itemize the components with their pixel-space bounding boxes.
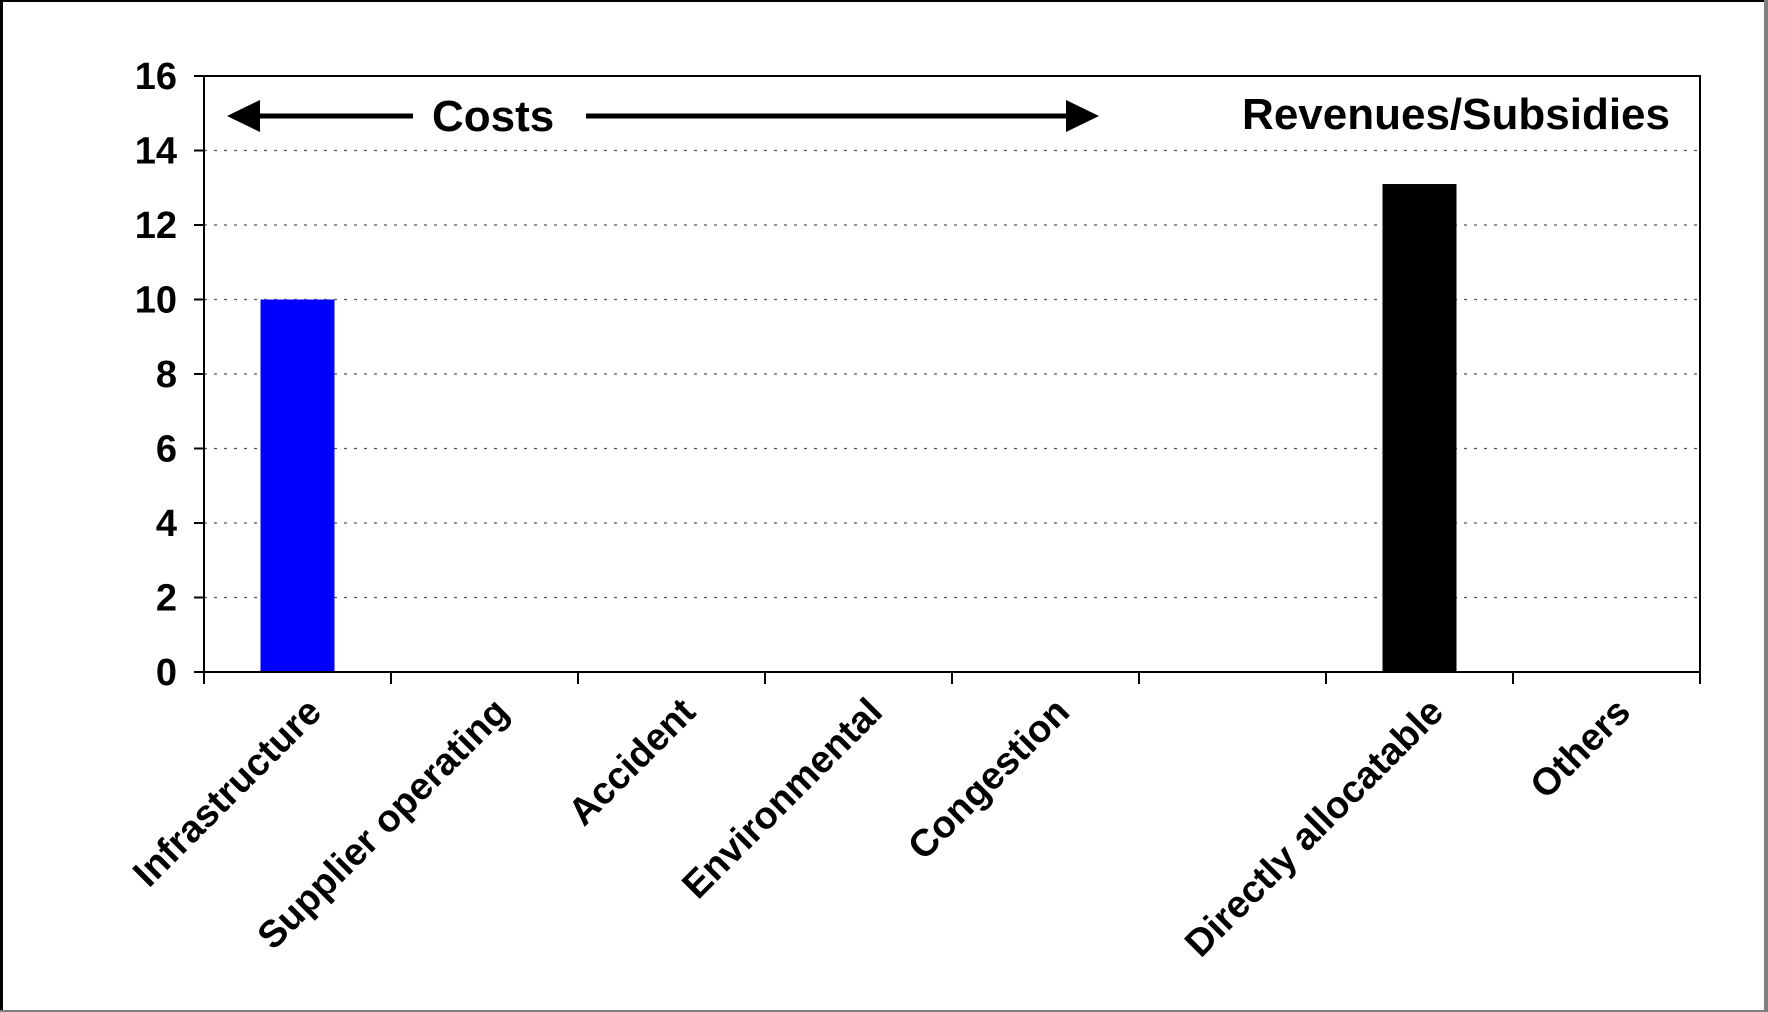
bar (260, 299, 335, 672)
y-tick-label: 8 (156, 354, 177, 396)
x-category-label: Accident (561, 690, 704, 833)
costs-annotation: Costs (227, 92, 1099, 141)
revenues-subsidies-label: Revenues/Subsidies (1242, 90, 1670, 139)
bars (260, 184, 1644, 673)
y-tick-label: 10 (135, 280, 177, 322)
bar (1382, 184, 1457, 672)
y-tick-label: 16 (135, 56, 177, 98)
costs-label: Costs (432, 92, 554, 141)
x-category-label: Others (1523, 691, 1639, 807)
y-tick-label: 12 (135, 205, 177, 247)
x-category-label: Congestion (900, 691, 1077, 868)
costs-arrow-left-head (227, 100, 260, 132)
y-tick-label: 4 (156, 503, 177, 545)
gridlines (204, 149, 1700, 599)
y-tick-label: 14 (135, 131, 177, 173)
x-category-label: Environmental (675, 691, 891, 907)
costs-arrow-right-head (1066, 100, 1099, 132)
y-axis: 0 2 4 6 8 10 12 14 16 (135, 56, 204, 694)
y-tick-label: 2 (156, 578, 177, 620)
x-category-label: Infrastructure (125, 691, 329, 895)
x-category-label: Directly allocatable (1177, 691, 1452, 966)
y-tick-label: 6 (156, 429, 177, 471)
y-tick-label: 0 (156, 652, 177, 694)
